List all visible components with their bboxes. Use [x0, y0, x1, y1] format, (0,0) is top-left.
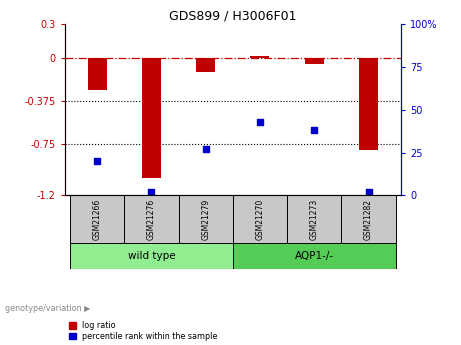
Bar: [305, 58, 324, 64]
Text: wild type: wild type: [128, 251, 175, 261]
Bar: [124, 196, 178, 244]
Text: GSM21273: GSM21273: [310, 199, 319, 240]
Text: GSM21266: GSM21266: [93, 199, 101, 240]
Bar: [250, 56, 269, 58]
Text: GSM21276: GSM21276: [147, 199, 156, 240]
Bar: [88, 58, 106, 90]
Point: [148, 189, 155, 195]
Legend: log ratio, percentile rank within the sample: log ratio, percentile rank within the sa…: [69, 321, 218, 341]
Text: GSM21279: GSM21279: [201, 199, 210, 240]
Bar: [287, 196, 341, 244]
Title: GDS899 / H3006F01: GDS899 / H3006F01: [169, 10, 296, 23]
Bar: [178, 196, 233, 244]
Bar: [359, 58, 378, 150]
Point: [256, 119, 264, 125]
Text: GSM21282: GSM21282: [364, 199, 373, 240]
Bar: [341, 196, 396, 244]
Point: [94, 158, 101, 164]
Bar: [233, 244, 396, 269]
Bar: [142, 58, 161, 178]
Bar: [70, 196, 124, 244]
Bar: [233, 196, 287, 244]
Text: genotype/variation ▶: genotype/variation ▶: [5, 304, 90, 313]
Bar: [196, 58, 215, 72]
Text: GSM21270: GSM21270: [255, 199, 265, 240]
Text: AQP1-/-: AQP1-/-: [295, 251, 334, 261]
Point: [202, 146, 209, 152]
Point: [311, 128, 318, 133]
Bar: [70, 244, 233, 269]
Point: [365, 189, 372, 195]
